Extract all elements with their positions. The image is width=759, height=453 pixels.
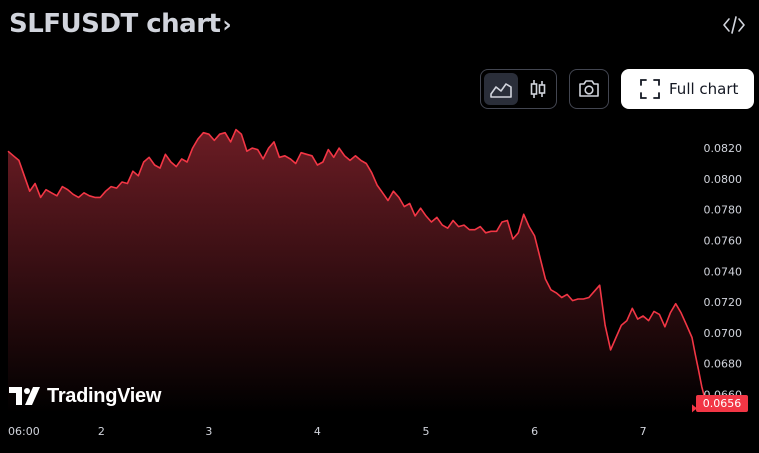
area-chart-icon: [490, 83, 512, 98]
x-tick-label: 4: [314, 425, 321, 438]
last-price-badge: 0.0656: [696, 395, 748, 412]
code-icon: [723, 16, 745, 34]
tradingview-logo-icon: [9, 387, 40, 405]
y-tick-label: 0.0800: [704, 173, 743, 186]
price-line: [7, 128, 710, 409]
x-tick-label: 3: [205, 425, 212, 438]
tradingview-wordmark: TradingView: [47, 384, 162, 407]
full-chart-label: Full chart: [669, 80, 739, 98]
candlestick-style-button[interactable]: [521, 73, 555, 105]
x-tick-label: 7: [640, 425, 647, 438]
camera-icon: [579, 80, 599, 97]
tradingview-brand[interactable]: TradingView: [9, 383, 161, 409]
y-tick-label: 0.0760: [704, 235, 743, 248]
y-tick-label: 0.0820: [704, 142, 743, 155]
fullscreen-icon: [640, 79, 660, 99]
line-style-button[interactable]: [484, 73, 518, 105]
y-tick-label: 0.0780: [704, 204, 743, 217]
chart-title-link[interactable]: SLFUSDT chart›: [9, 9, 232, 39]
y-tick-label: 0.0680: [704, 358, 743, 371]
x-tick-label: 2: [98, 425, 105, 438]
y-tick-label: 0.0720: [704, 296, 743, 309]
x-tick-label: 6: [531, 425, 538, 438]
chevron-right-icon: ›: [222, 13, 232, 38]
last-price-marker: [692, 404, 697, 413]
y-tick-label: 0.0740: [704, 265, 743, 278]
price-area-fill: [8, 129, 709, 413]
snapshot-button[interactable]: [569, 69, 609, 109]
y-tick-label: 0.0700: [704, 327, 743, 340]
candlestick-icon: [530, 80, 546, 98]
full-chart-button[interactable]: Full chart: [621, 69, 754, 109]
x-tick-label: 06:00: [8, 425, 40, 438]
x-tick-label: 5: [423, 425, 430, 438]
chart-style-toggle: [480, 69, 557, 109]
embed-code-button[interactable]: [721, 12, 747, 38]
chart-title: SLFUSDT chart: [9, 9, 221, 39]
